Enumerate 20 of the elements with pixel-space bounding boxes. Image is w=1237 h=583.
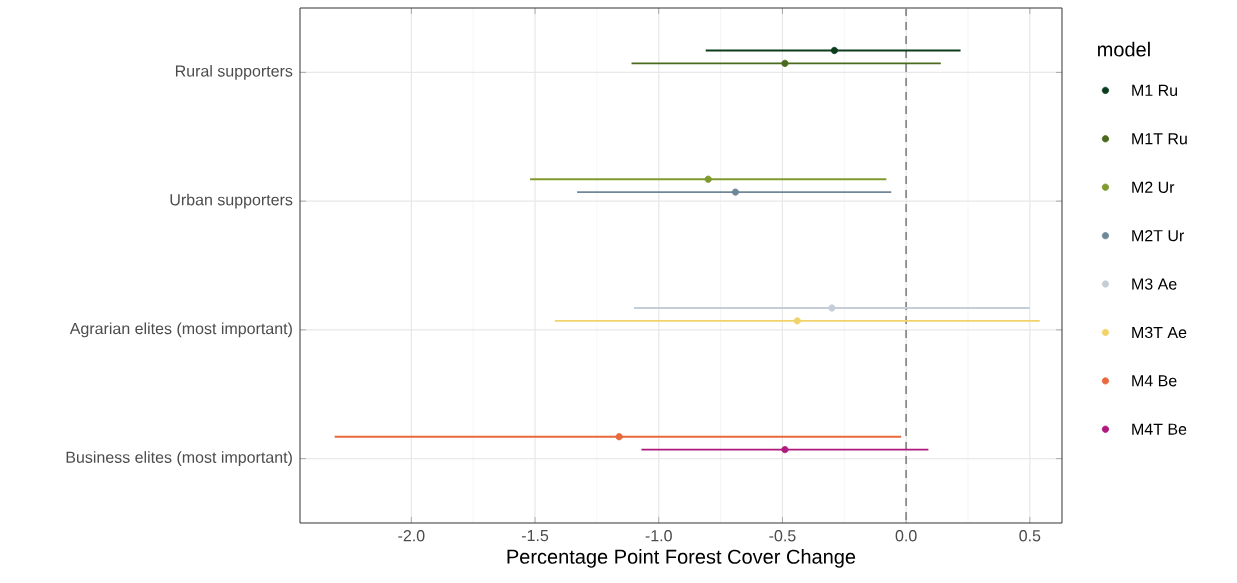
x-tick-label: -0.5 <box>769 530 796 542</box>
legend-label: M1T Ru <box>1132 133 1187 145</box>
y-tick-label: Business elites (most important) <box>66 451 292 467</box>
legend-label: M4T Be <box>1132 423 1187 435</box>
legend-label: M3T Ae <box>1132 326 1187 339</box>
legend-title: model <box>1098 41 1150 57</box>
x-tick-label: 0.5 <box>1019 530 1041 542</box>
x-tick-label: -1.5 <box>521 530 549 542</box>
legend-label: M2 Ur <box>1132 181 1175 193</box>
y-tick-label: Urban supporters <box>170 193 293 209</box>
legend-label: M2T Ur <box>1132 229 1185 242</box>
y-tick-label: Agrarian elites (most important) <box>69 322 292 338</box>
legend-label: M1 Ru <box>1132 84 1178 96</box>
x-tick-label: -2.0 <box>398 530 425 542</box>
legend-label: M3 Ae <box>1132 278 1177 290</box>
x-tick-label: -1.0 <box>645 530 672 542</box>
x-axis-title: Percentage Point Forest Cover Change <box>507 549 856 568</box>
y-tick-label: Rural supporters <box>175 64 293 80</box>
x-tick-label: 0.0 <box>895 530 917 542</box>
legend-label: M4 Be <box>1132 375 1177 387</box>
